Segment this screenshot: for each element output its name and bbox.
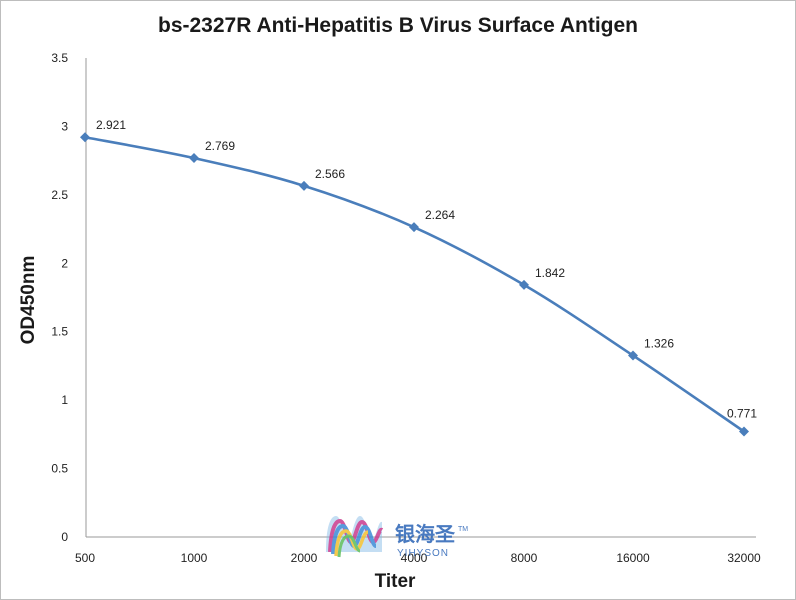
series-markers bbox=[80, 132, 749, 437]
data-point-marker bbox=[299, 180, 309, 191]
data-label: 2.264 bbox=[425, 208, 455, 222]
data-label: 2.566 bbox=[315, 167, 345, 181]
watermark-logo-mark bbox=[326, 516, 384, 558]
x-tick-label: 32000 bbox=[727, 551, 761, 565]
watermark-english-text: YIHYSON bbox=[397, 548, 449, 559]
data-labels: 2.921 2.769 2.566 2.264 1.842 1.326 0.771 bbox=[96, 118, 757, 420]
x-tick-label: 1000 bbox=[181, 551, 208, 565]
data-label: 1.842 bbox=[535, 266, 565, 280]
data-point-marker bbox=[628, 350, 638, 361]
watermark-trademark: TM bbox=[458, 526, 468, 533]
series-line bbox=[84, 135, 745, 433]
data-point-marker bbox=[80, 132, 90, 143]
axes bbox=[85, 58, 756, 538]
data-label: 0.771 bbox=[727, 406, 757, 420]
y-tick-label: 0.5 bbox=[51, 462, 68, 476]
y-tick-label: 2.5 bbox=[51, 188, 68, 202]
data-point-marker bbox=[409, 222, 419, 233]
y-tick-label: 2 bbox=[61, 256, 68, 270]
y-tick-labels: 0 0.5 1 1.5 2 2.5 3 3.5 bbox=[51, 51, 68, 544]
x-tick-label: 2000 bbox=[291, 551, 318, 565]
y-tick-label: 1 bbox=[61, 393, 68, 407]
x-tick-labels: 500 1000 2000 4000 8000 16000 32000 bbox=[75, 551, 761, 565]
data-label: 2.921 bbox=[96, 118, 126, 132]
x-tick-label: 500 bbox=[75, 551, 95, 565]
y-tick-label: 3 bbox=[61, 119, 68, 133]
watermark-logo: 银海圣 TM YIHYSON bbox=[326, 516, 468, 559]
data-label: 1.326 bbox=[644, 337, 674, 351]
data-point-marker bbox=[519, 279, 529, 290]
y-tick-label: 3.5 bbox=[51, 51, 68, 65]
y-tick-label: 0 bbox=[61, 530, 68, 544]
chart-title: bs-2327R Anti-Hepatitis B Virus Surface … bbox=[158, 14, 638, 37]
x-tick-label: 16000 bbox=[616, 551, 650, 565]
x-tick-label: 8000 bbox=[511, 551, 538, 565]
y-tick-label: 1.5 bbox=[51, 325, 68, 339]
y-axis-title: OD450nm bbox=[18, 256, 39, 345]
data-point-marker bbox=[739, 426, 749, 437]
x-tick-label: 4000 bbox=[401, 551, 428, 565]
x-axis-title: Titer bbox=[375, 571, 416, 592]
watermark-chinese-text: 银海圣 bbox=[395, 522, 456, 546]
data-point-marker bbox=[189, 153, 199, 164]
data-label: 2.769 bbox=[205, 139, 235, 153]
